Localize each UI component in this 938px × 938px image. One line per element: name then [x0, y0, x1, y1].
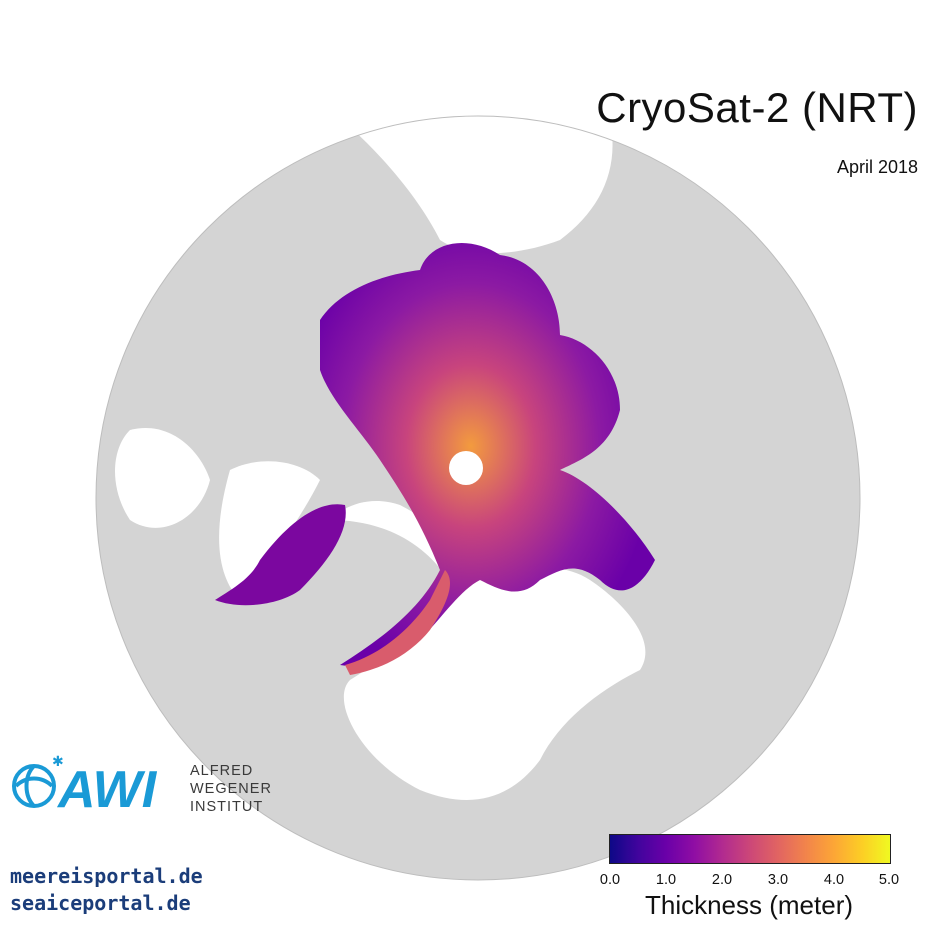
colorbar-tick-2: 2.0: [711, 872, 733, 888]
map-period: April 2018: [836, 157, 918, 177]
baffin-water: [219, 461, 320, 600]
map-border: [95, 115, 861, 881]
map-title: CryoSat-2 (NRT): [596, 84, 918, 131]
pole-hole: [449, 451, 483, 485]
globe-icon: [12, 764, 56, 808]
colorbar-tick-0: 0.0: [599, 872, 621, 888]
institute-line-2: WEGENER: [190, 781, 272, 797]
institute-name: ALFRED WEGENER INSTITUT: [190, 762, 272, 816]
portal-link-en[interactable]: seaiceportal.de: [10, 891, 191, 915]
awi-wordmark: AWI: [56, 761, 158, 819]
institute-line-3: INSTITUT: [190, 799, 264, 815]
star-icon: ✱: [52, 754, 64, 770]
colorbar-tick-1: 1.0: [655, 872, 677, 888]
colorbar-tick-3: 3.0: [767, 872, 789, 888]
hudson-bay-water: [115, 428, 210, 528]
institute-line-1: ALFRED: [190, 763, 254, 779]
colorbar-tick-4: 4.0: [823, 872, 845, 888]
colorbar: [609, 834, 891, 864]
colorbar-tick-5: 5.0: [878, 872, 900, 888]
arctic-ice-pack: [320, 243, 655, 667]
north-atlantic-water: [330, 500, 646, 800]
pacific-water: [330, 116, 613, 254]
colorbar-label: Thickness (meter): [644, 890, 854, 920]
east-greenland-ice: [345, 570, 450, 675]
baffin-ice: [215, 504, 346, 606]
awi-logo: ✱ AWI: [12, 754, 158, 819]
portal-link-de[interactable]: meereisportal.de: [10, 864, 203, 888]
